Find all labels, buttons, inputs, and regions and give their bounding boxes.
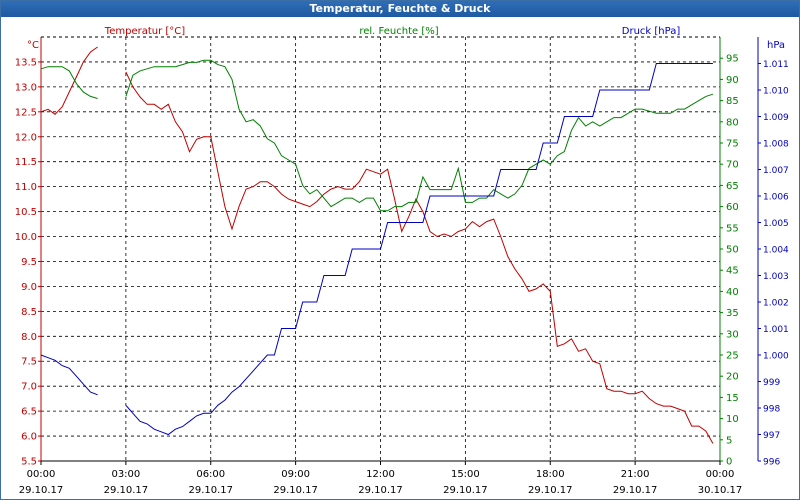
- temperature-tick-label: 9.5: [21, 257, 37, 268]
- pressure-series-line: [125, 63, 713, 436]
- humidity-tick-label: 10: [726, 414, 739, 425]
- x-tick-time: 21:00: [621, 469, 650, 480]
- x-tick-time: 09:00: [281, 469, 310, 480]
- temperature-tick-label: 5.5: [21, 457, 37, 468]
- humidity-tick-label: 90: [726, 75, 739, 86]
- pressure-tick-label: 996: [763, 458, 780, 468]
- x-tick-date: 29.10.17: [104, 485, 149, 496]
- humidity-tick-label: 15: [726, 393, 739, 404]
- x-tick-date: 29.10.17: [188, 485, 233, 496]
- humidity-tick-label: 40: [726, 287, 739, 298]
- series: [40, 46, 714, 444]
- pressure-series-line: [40, 354, 98, 396]
- pressure-tick-label: 1.007: [763, 166, 789, 176]
- temperature-tick-label: 8.5: [21, 307, 37, 318]
- pressure-tick-label: 1.003: [763, 272, 789, 282]
- humidity-tick-label: 55: [726, 223, 739, 234]
- temperature-tick-label: 11.0: [15, 182, 37, 193]
- x-tick-time: 00:00: [27, 469, 56, 480]
- x-tick-date: 29.10.17: [358, 485, 403, 496]
- x-tick-time: 15:00: [451, 469, 480, 480]
- humidity-tick-label: 0: [726, 457, 732, 468]
- temperature-series-line: [40, 46, 98, 115]
- pressure-tick-label: 999: [763, 378, 780, 388]
- pressure-tick-label: 1.011: [763, 60, 789, 70]
- axes: [38, 36, 761, 465]
- pressure-tick-label: 1.001: [763, 325, 789, 335]
- temperature-tick-label: 7.5: [21, 357, 37, 368]
- humidity-tick-label: 35: [726, 308, 739, 319]
- humidity-tick-label: 25: [726, 351, 739, 362]
- temperature-tick-label: 12.0: [15, 132, 37, 143]
- humidity-tick-label: 80: [726, 117, 739, 128]
- tick-labels: 5.5 6.0 6.5 7.0 7.5 8.0 8.5 9.0 9.5 10.0 10.5 11.0 1…: [15, 26, 789, 496]
- temperature-tick-label: 8.0: [21, 332, 37, 343]
- x-tick-time: 03:00: [111, 469, 140, 480]
- pressure-tick-label: 997: [763, 431, 780, 441]
- humidity-series-line: [125, 59, 714, 212]
- humidity-tick-label: 65: [726, 181, 739, 192]
- x-tick-time: 18:00: [536, 469, 565, 480]
- temperature-tick-label: 6.0: [21, 432, 37, 443]
- humidity-tick-label: 50: [726, 245, 739, 256]
- temperature-axis-title: Temperatur [°C]: [104, 26, 185, 37]
- pressure-tick-label: 1.006: [763, 193, 789, 203]
- pressure-axis-title: Druck [hPa]: [622, 26, 681, 37]
- pressure-tick-label: 1.010: [763, 87, 789, 97]
- humidity-tick-label: 20: [726, 372, 739, 383]
- humidity-tick-label: 75: [726, 139, 739, 150]
- temperature-tick-label: 10.0: [15, 232, 37, 243]
- pressure-tick-label: 1.008: [763, 140, 789, 150]
- humidity-series-line: [40, 66, 98, 99]
- temperature-tick-label: 13.0: [15, 82, 37, 93]
- humidity-tick-label: 30: [726, 329, 739, 340]
- humidity-tick-label: 60: [726, 202, 739, 213]
- x-tick-date: 30.10.17: [698, 485, 743, 496]
- chart-title: Temperatur, Feuchte & Druck: [1, 1, 799, 17]
- humidity-tick-label: 95: [726, 54, 739, 65]
- humidity-tick-label: 85: [726, 96, 739, 107]
- pressure-tick-label: 1.009: [763, 113, 789, 123]
- x-tick-date: 29.10.17: [273, 485, 318, 496]
- temperature-unit-label: °C: [27, 40, 39, 51]
- pressure-tick-label: 1.000: [763, 352, 789, 362]
- x-tick-date: 29.10.17: [443, 485, 488, 496]
- humidity-tick-label: 5: [726, 435, 732, 446]
- temperature-tick-label: 13.5: [15, 57, 37, 68]
- x-tick-date: 29.10.17: [613, 485, 658, 496]
- pressure-tick-label: 1.002: [763, 299, 789, 309]
- humidity-tick-label: 45: [726, 266, 739, 277]
- humidity-axis-title: rel. Feuchte [%]: [359, 26, 438, 37]
- x-tick-time: 00:00: [706, 469, 735, 480]
- pressure-tick-label: 998: [763, 405, 780, 415]
- x-tick-time: 12:00: [366, 469, 395, 480]
- x-tick-date: 29.10.17: [19, 485, 64, 496]
- temperature-tick-label: 9.0: [21, 282, 37, 293]
- pressure-unit-label: hPa: [767, 40, 785, 51]
- humidity-tick-label: 70: [726, 160, 739, 171]
- pressure-tick-label: 1.004: [763, 246, 789, 256]
- temperature-tick-label: 11.5: [15, 157, 37, 168]
- temperature-series-line: [125, 71, 714, 444]
- x-tick-date: 29.10.17: [528, 485, 573, 496]
- temperature-tick-label: 7.0: [21, 382, 37, 393]
- temperature-tick-label: 12.5: [15, 107, 37, 118]
- pressure-tick-label: 1.005: [763, 219, 789, 229]
- x-tick-time: 06:00: [196, 469, 225, 480]
- temperature-tick-label: 10.5: [15, 207, 37, 218]
- temperature-tick-label: 6.5: [21, 407, 37, 418]
